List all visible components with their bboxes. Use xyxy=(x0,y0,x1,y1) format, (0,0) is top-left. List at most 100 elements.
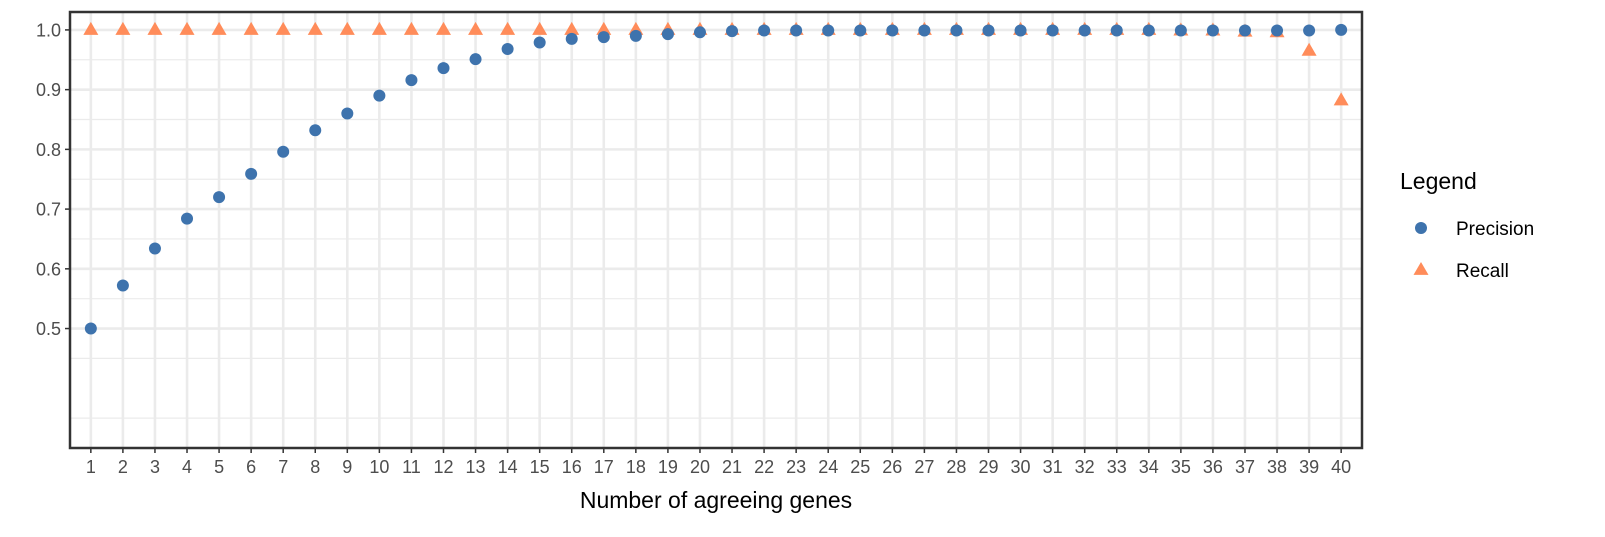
recall-point xyxy=(179,21,195,35)
x-tick-label: 2 xyxy=(118,457,128,477)
precision-point xyxy=(533,36,546,49)
precision-point xyxy=(469,53,482,66)
precision-point xyxy=(213,191,226,204)
precision-point xyxy=(1271,24,1284,37)
x-tick-label: 12 xyxy=(433,457,453,477)
x-tick-label: 14 xyxy=(498,457,518,477)
y-tick-label: 0.9 xyxy=(36,80,61,100)
precision-point xyxy=(501,43,514,56)
precision-point xyxy=(1014,24,1027,37)
precision-point xyxy=(277,145,290,158)
x-tick-label: 6 xyxy=(246,457,256,477)
precision-point xyxy=(950,24,963,37)
legend: Legend Precision Recall xyxy=(1400,168,1534,282)
precision-point xyxy=(758,24,771,37)
x-tick-label: 31 xyxy=(1043,457,1063,477)
y-tick-label: 1.0 xyxy=(36,20,61,40)
x-tick-label: 36 xyxy=(1203,457,1223,477)
precision-point xyxy=(148,242,161,255)
precision-point xyxy=(822,24,835,37)
grid-lines xyxy=(70,12,1362,448)
x-tick-label: 11 xyxy=(402,457,421,477)
series-precision xyxy=(84,23,1348,335)
legend-items: Precision Recall xyxy=(1413,219,1534,282)
recall-point xyxy=(275,21,291,35)
precision-point xyxy=(373,89,386,102)
x-tick-label: 19 xyxy=(658,457,678,477)
x-tick-label: 4 xyxy=(182,457,192,477)
x-tick-label: 32 xyxy=(1075,457,1095,477)
precision-point xyxy=(1303,24,1316,37)
recall-point xyxy=(1301,42,1317,56)
y-tick-label: 0.7 xyxy=(36,200,61,220)
recall-point xyxy=(532,21,548,35)
legend-key-recall xyxy=(1413,261,1429,275)
x-tick-label: 24 xyxy=(818,457,838,477)
x-tick-label: 22 xyxy=(754,457,774,477)
x-tick-label: 39 xyxy=(1299,457,1319,477)
precision-point xyxy=(309,124,322,137)
precision-point xyxy=(661,28,674,41)
precision-point xyxy=(629,29,642,42)
recall-point xyxy=(371,21,387,35)
recall-point xyxy=(596,21,612,35)
x-tick-label: 16 xyxy=(562,457,582,477)
recall-point xyxy=(339,21,355,35)
x-tick-label: 33 xyxy=(1107,457,1127,477)
x-tick-label: 23 xyxy=(786,457,806,477)
precision-point xyxy=(918,24,931,37)
recall-point xyxy=(403,21,419,35)
recall-point xyxy=(115,21,131,35)
x-tick-label: 7 xyxy=(278,457,288,477)
precision-point xyxy=(84,322,97,335)
precision-point xyxy=(1078,24,1091,37)
x-tick-label: 13 xyxy=(466,457,486,477)
precision-point xyxy=(1142,24,1155,37)
x-tick-label: 38 xyxy=(1267,457,1287,477)
x-tick-label: 3 xyxy=(150,457,160,477)
x-tick-label: 10 xyxy=(369,457,389,477)
precision-point xyxy=(1335,23,1348,36)
axes: 0.50.60.70.80.91.01 2 3 4 5 6 7 8 9 10 11 12 13 14 15 1… xyxy=(36,20,1351,477)
precision-point xyxy=(1238,24,1251,37)
precision-point xyxy=(854,24,867,37)
x-tick-label: 8 xyxy=(310,457,320,477)
precision-point xyxy=(693,26,706,39)
x-tick-label: 26 xyxy=(882,457,902,477)
y-tick-label: 0.6 xyxy=(36,259,61,279)
recall-point xyxy=(211,21,227,35)
precision-point xyxy=(982,24,995,37)
precision-point xyxy=(1174,24,1187,37)
x-tick-label: 34 xyxy=(1139,457,1159,477)
legend-key-precision xyxy=(1415,222,1427,234)
precision-point xyxy=(181,212,194,225)
precision-point xyxy=(1046,24,1059,37)
precision-point xyxy=(245,167,258,180)
x-tick-label: 5 xyxy=(214,457,224,477)
precision-point xyxy=(1206,24,1219,37)
x-tick-label: 20 xyxy=(690,457,710,477)
x-tick-label: 21 xyxy=(722,457,742,477)
precision-point xyxy=(886,24,899,37)
legend-label-recall: Recall xyxy=(1456,261,1509,282)
precision-point xyxy=(116,279,129,292)
recall-point xyxy=(307,21,323,35)
x-tick-label: 28 xyxy=(946,457,966,477)
recall-point xyxy=(147,21,163,35)
recall-point xyxy=(83,21,99,35)
x-tick-label: 1 xyxy=(86,457,96,477)
panel-border xyxy=(68,10,1364,450)
precision-point xyxy=(437,62,450,75)
series-recall xyxy=(83,21,1349,106)
precision-point xyxy=(405,74,418,87)
x-tick-label: 40 xyxy=(1331,457,1351,477)
y-tick-label: 0.8 xyxy=(36,140,61,160)
x-tick-label: 9 xyxy=(342,457,352,477)
precision-point xyxy=(726,25,739,38)
x-tick-label: 29 xyxy=(978,457,998,477)
recall-point xyxy=(468,21,484,35)
y-tick-label: 0.5 xyxy=(36,319,61,339)
recall-point xyxy=(564,21,580,35)
